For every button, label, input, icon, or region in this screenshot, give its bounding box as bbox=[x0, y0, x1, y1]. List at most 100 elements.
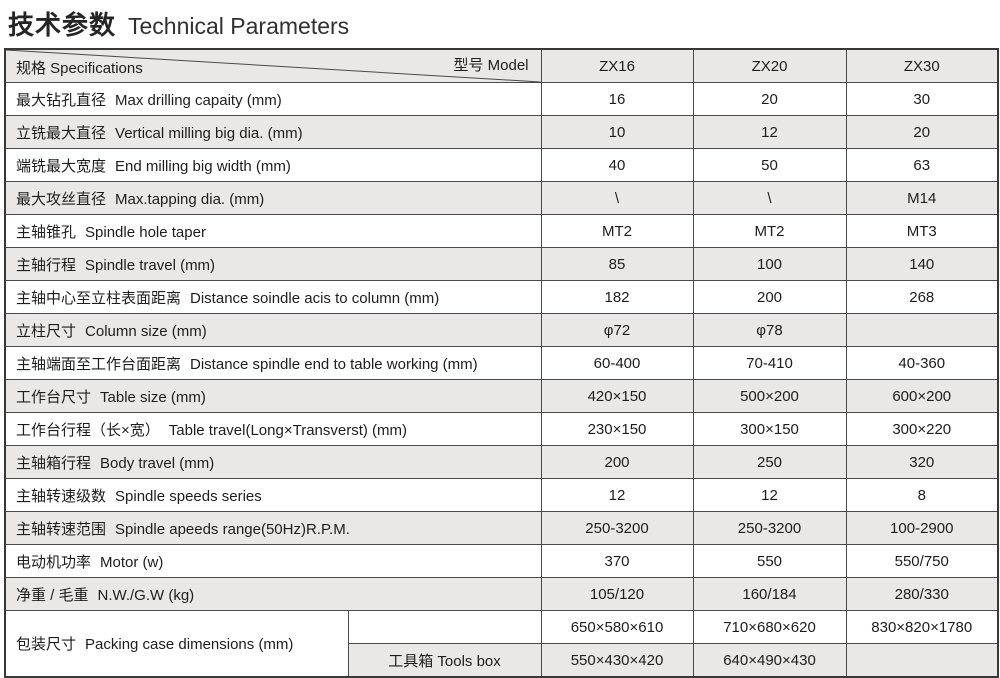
row-label: 主轴转速级数 Spindle speeds series bbox=[4, 478, 542, 512]
table-row: 主轴中心至立柱表面距离 Distance soindle acis to colu… bbox=[4, 280, 999, 314]
value-cell: 20 bbox=[692, 82, 847, 116]
page-title-zh: 技术参数 bbox=[8, 10, 117, 40]
value-cell: 300×220 bbox=[845, 412, 999, 446]
value-cell: 250-3200 bbox=[692, 511, 847, 545]
value-cell: 12 bbox=[692, 478, 847, 512]
value-cell: 500×200 bbox=[692, 379, 847, 413]
value-cell: 550×430×420 bbox=[540, 643, 694, 678]
page-title-en: Technical Parameters bbox=[128, 13, 350, 39]
table-row: 主轴行程 Spindle travel (mm) 85 100 140 bbox=[4, 247, 999, 281]
value-cell: 30 bbox=[845, 82, 999, 116]
value-cell bbox=[845, 313, 999, 347]
value-cell bbox=[845, 643, 999, 678]
diagonal-line bbox=[6, 50, 541, 82]
value-cell: 370 bbox=[540, 544, 694, 578]
row-label: 立铣最大直径 Vertical milling big dia. (mm) bbox=[4, 115, 542, 149]
row-label: 立柱尺寸 Column size (mm) bbox=[4, 313, 542, 347]
value-cell: 640×490×430 bbox=[692, 643, 847, 678]
model-header-zx16: ZX16 bbox=[540, 48, 694, 83]
value-cell: φ72 bbox=[540, 313, 694, 347]
header-row: 规格 Specifications 型号 Model ZX16 ZX20 ZX3… bbox=[4, 48, 999, 83]
value-cell: 100 bbox=[692, 247, 847, 281]
value-cell: 60-400 bbox=[540, 346, 694, 380]
value-cell: 140 bbox=[845, 247, 999, 281]
table-row: 立铣最大直径 Vertical milling big dia. (mm) 10 … bbox=[4, 115, 999, 149]
packing-empty-subcell bbox=[347, 610, 542, 644]
value-cell: 50 bbox=[692, 148, 847, 182]
value-cell: 182 bbox=[540, 280, 694, 314]
value-cell: 550/750 bbox=[845, 544, 999, 578]
value-cell: 16 bbox=[540, 82, 694, 116]
table-row: 工作台行程（长×宽） Table travel(Long×Transverst) … bbox=[4, 412, 999, 446]
table-row: 端铣最大宽度 End milling big width (mm) 40 50 6… bbox=[4, 148, 999, 182]
value-cell: 12 bbox=[692, 115, 847, 149]
value-cell: 300×150 bbox=[692, 412, 847, 446]
table-row: 最大钻孔直径 Max drilling capaity (mm) 16 20 30 bbox=[4, 82, 999, 116]
value-cell: 105/120 bbox=[540, 577, 694, 611]
value-cell: 320 bbox=[845, 445, 999, 479]
value-cell: 280/330 bbox=[845, 577, 999, 611]
value-cell: MT2 bbox=[692, 214, 847, 248]
value-cell: 650×580×610 bbox=[540, 610, 694, 644]
table-row: 立柱尺寸 Column size (mm) φ72 φ78 bbox=[4, 313, 999, 347]
row-label: 主轴端面至工作台面距离 Distance spindle end to table… bbox=[4, 346, 542, 380]
table-row: 主轴箱行程 Body travel (mm) 200 250 320 bbox=[4, 445, 999, 479]
model-header-zx30: ZX30 bbox=[845, 48, 999, 83]
table-row: 主轴转速范围 Spindle apeeds range(50Hz)R.P.M. 2… bbox=[4, 511, 999, 545]
value-cell: 250 bbox=[692, 445, 847, 479]
value-cell: \ bbox=[692, 181, 847, 215]
row-label: 净重 / 毛重 N.W./G.W (kg) bbox=[4, 577, 542, 611]
value-cell: 550 bbox=[692, 544, 847, 578]
value-cell: 63 bbox=[845, 148, 999, 182]
value-cell: 10 bbox=[540, 115, 694, 149]
value-cell: MT3 bbox=[845, 214, 999, 248]
row-label: 主轴中心至立柱表面距离 Distance soindle acis to colu… bbox=[4, 280, 542, 314]
table-row: 最大攻丝直径 Max.tapping dia. (mm) \ \ M14 bbox=[4, 181, 999, 215]
packing-label: 包装尺寸 Packing case dimensions (mm) bbox=[4, 610, 349, 678]
table-row: 主轴端面至工作台面距离 Distance spindle end to table… bbox=[4, 346, 999, 380]
value-cell: \ bbox=[540, 181, 694, 215]
value-cell: 200 bbox=[692, 280, 847, 314]
value-cell: 830×820×1780 bbox=[845, 610, 999, 644]
row-label: 工作台尺寸 Table size (mm) bbox=[4, 379, 542, 413]
page-title: 技术参数 Technical Parameters bbox=[8, 5, 349, 42]
row-label: 主轴行程 Spindle travel (mm) bbox=[4, 247, 542, 281]
value-cell: 20 bbox=[845, 115, 999, 149]
value-cell: 85 bbox=[540, 247, 694, 281]
row-label: 最大钻孔直径 Max drilling capaity (mm) bbox=[4, 82, 542, 116]
model-label: 型号 Model bbox=[453, 57, 529, 74]
packing-row-main: 包装尺寸 Packing case dimensions (mm) 650×580… bbox=[4, 610, 999, 678]
toolbox-label: 工具箱 Tools box bbox=[347, 643, 542, 678]
row-label: 工作台行程（长×宽） Table travel(Long×Transverst) … bbox=[4, 412, 542, 446]
value-cell: 40 bbox=[540, 148, 694, 182]
row-label: 主轴转速范围 Spindle apeeds range(50Hz)R.P.M. bbox=[4, 511, 542, 545]
value-cell: MT2 bbox=[540, 214, 694, 248]
value-cell: 160/184 bbox=[692, 577, 847, 611]
table-row: 电动机功率 Motor (w) 370 550 550/750 bbox=[4, 544, 999, 578]
row-label: 端铣最大宽度 End milling big width (mm) bbox=[4, 148, 542, 182]
row-label: 主轴箱行程 Body travel (mm) bbox=[4, 445, 542, 479]
value-cell: φ78 bbox=[692, 313, 847, 347]
value-cell: 200 bbox=[540, 445, 694, 479]
value-cell: M14 bbox=[845, 181, 999, 215]
row-label: 主轴锥孔 Spindle hole taper bbox=[4, 214, 542, 248]
value-cell: 600×200 bbox=[845, 379, 999, 413]
table-row: 工作台尺寸 Table size (mm) 420×150 500×200 600… bbox=[4, 379, 999, 413]
table-row: 主轴锥孔 Spindle hole taper MT2 MT2 MT3 bbox=[4, 214, 999, 248]
value-cell: 100-2900 bbox=[845, 511, 999, 545]
row-label: 电动机功率 Motor (w) bbox=[4, 544, 542, 578]
value-cell: 420×150 bbox=[540, 379, 694, 413]
value-cell: 8 bbox=[845, 478, 999, 512]
value-cell: 12 bbox=[540, 478, 694, 512]
corner-cell: 规格 Specifications 型号 Model bbox=[4, 48, 542, 83]
model-header-zx20: ZX20 bbox=[692, 48, 847, 83]
value-cell: 230×150 bbox=[540, 412, 694, 446]
value-cell: 268 bbox=[845, 280, 999, 314]
row-label: 最大攻丝直径 Max.tapping dia. (mm) bbox=[4, 181, 542, 215]
value-cell: 250-3200 bbox=[540, 511, 694, 545]
spec-label: 规格 Specifications bbox=[16, 60, 143, 77]
value-cell: 710×680×620 bbox=[692, 610, 847, 644]
value-cell: 70-410 bbox=[692, 346, 847, 380]
value-cell: 40-360 bbox=[845, 346, 999, 380]
table-row: 主轴转速级数 Spindle speeds series 12 12 8 bbox=[4, 478, 999, 512]
